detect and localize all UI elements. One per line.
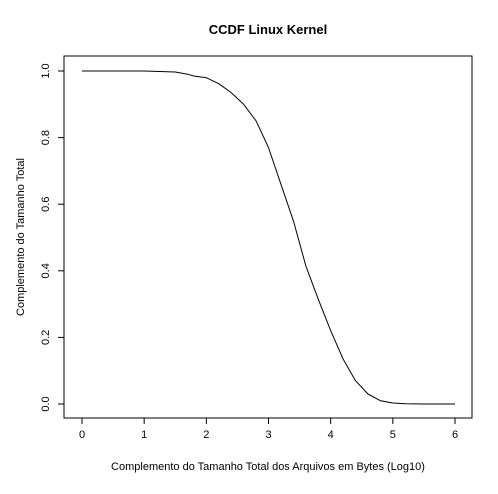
y-tick-label: 1.0 (40, 63, 52, 78)
y-tick-label: 0.4 (40, 263, 52, 278)
y-tick-label: 0.8 (40, 130, 52, 145)
y-axis-label: Complemento do Tamanho Total (15, 158, 27, 316)
y-tick-label: 0.0 (40, 396, 52, 411)
series-layer (82, 70, 455, 405)
chart-title: CCDF Linux Kernel (209, 22, 327, 37)
x-tick-label: 2 (203, 429, 209, 441)
x-tick-label: 4 (328, 429, 334, 441)
x-tick-label: 3 (265, 429, 271, 441)
plot-frame (63, 55, 473, 419)
x-tick-label: 0 (79, 429, 85, 441)
x-axis-label: Complemento do Tamanho Total dos Arquivo… (111, 461, 425, 473)
x-axis: 0 1 2 3 4 5 6 (79, 417, 458, 441)
y-tick-label: 0.2 (40, 330, 52, 345)
x-tick-label: 5 (390, 429, 396, 441)
series-line-0 (82, 70, 455, 405)
y-axis: 0.0 0.2 0.4 0.6 0.8 1.0 (40, 63, 65, 412)
x-tick-label: 6 (452, 429, 458, 441)
y-tick-label: 0.6 (40, 197, 52, 212)
x-tick-label: 1 (141, 429, 147, 441)
